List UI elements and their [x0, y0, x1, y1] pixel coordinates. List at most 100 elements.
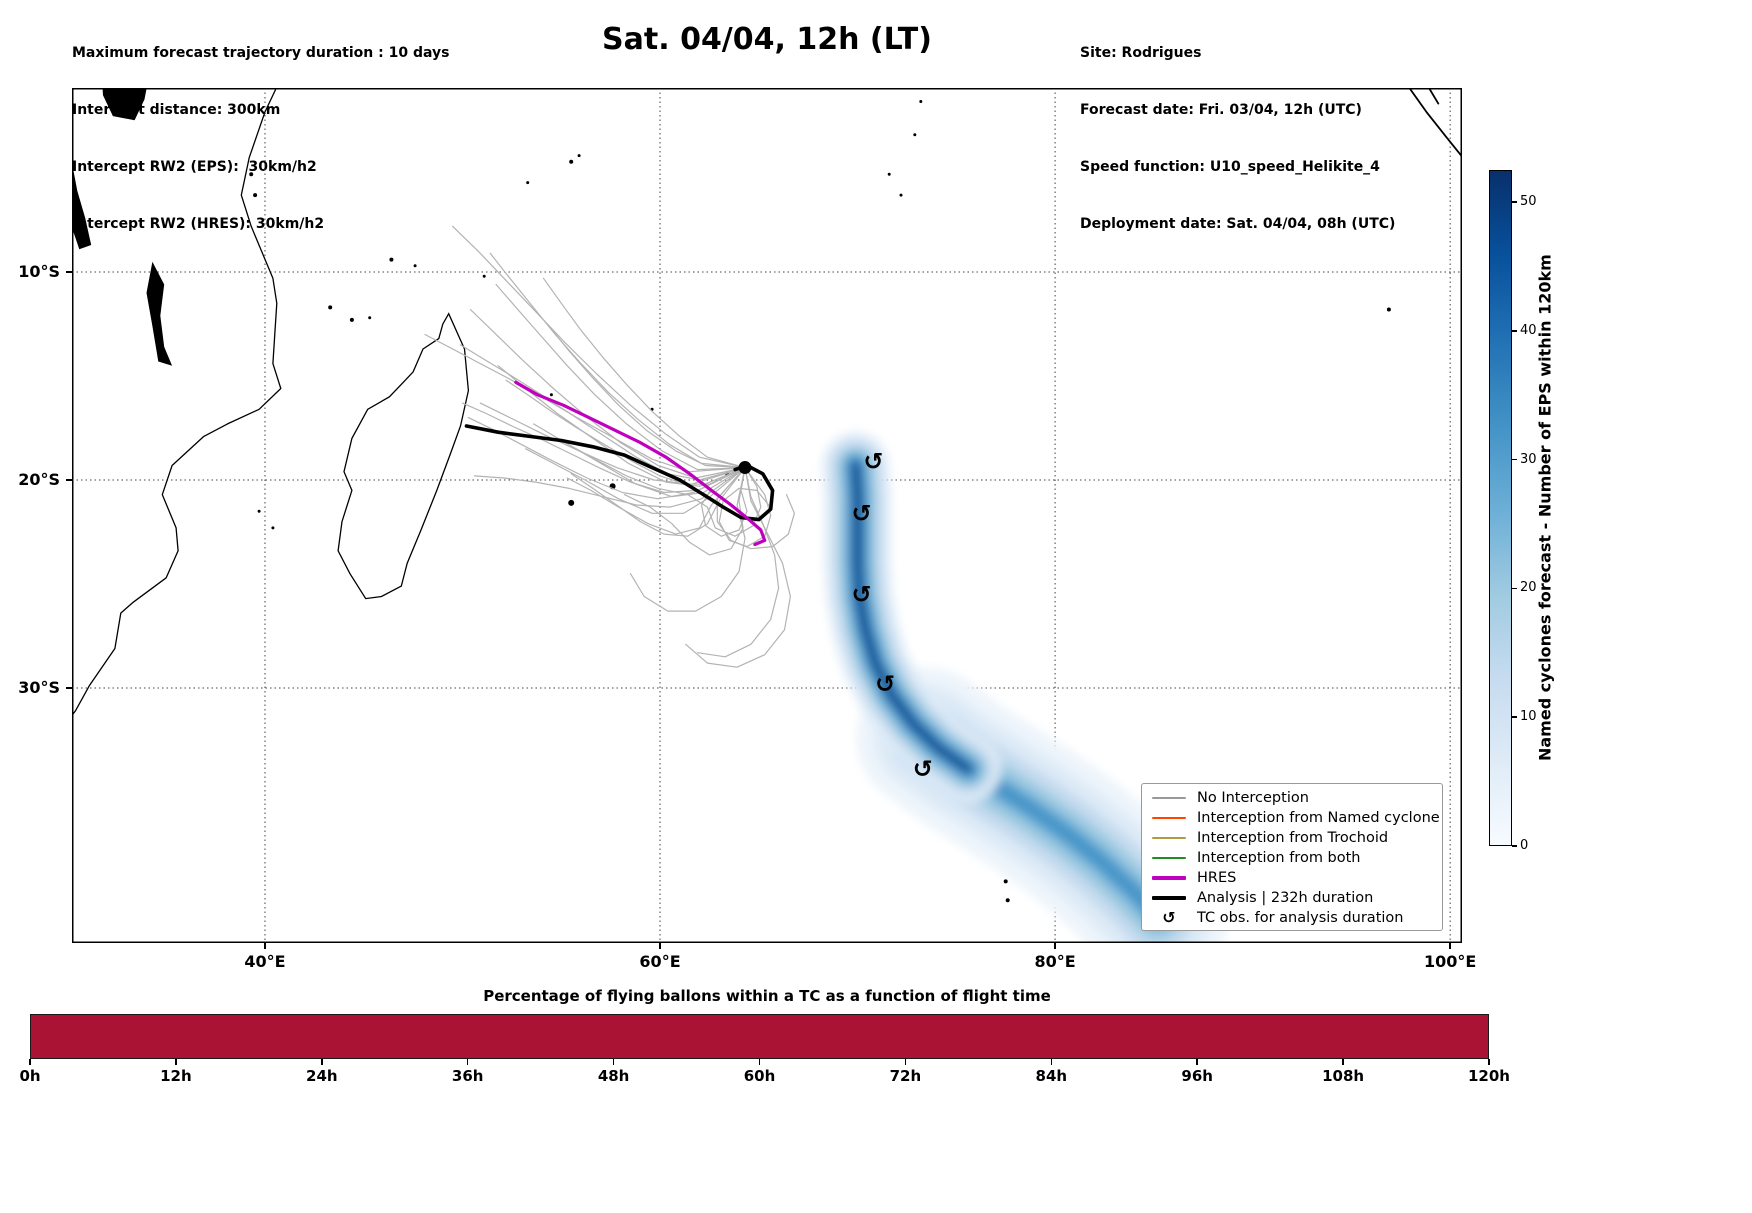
site-line: Site: Rodrigues — [1080, 45, 1202, 61]
y-tick-label: 20°S — [18, 470, 60, 490]
analysis-track — [464, 424, 775, 522]
y-tickmark — [66, 271, 72, 273]
figure-title: Sat. 04/04, 12h (LT) — [602, 22, 932, 57]
bottom-tickmark — [1342, 1059, 1344, 1065]
legend-line-swatch — [1151, 896, 1187, 900]
tc-obs-icon: ↺ — [851, 580, 871, 608]
speed-function-line: Speed function: U10_speed_Helikite_4 — [1080, 159, 1380, 175]
y-tick-label: 30°S — [18, 678, 60, 698]
intercept-rw2-eps-line: Intercept RW2 (EPS): 30km/h2 — [72, 159, 317, 175]
y-tickmark — [66, 687, 72, 689]
bottom-tick-label: 48h — [597, 1067, 630, 1085]
bottom-tick-label: 108h — [1322, 1067, 1365, 1085]
tc-obs-icon: ↺ — [863, 447, 883, 475]
bottom-tickmark — [29, 1059, 31, 1065]
colorbar-label: Named cyclones forecast - Number of EPS … — [1535, 254, 1555, 762]
bottom-tick-label: 120h — [1468, 1067, 1510, 1085]
hres-track — [514, 380, 767, 547]
y-tickmark — [66, 479, 72, 481]
legend-line — [1152, 896, 1186, 900]
legend-item: HRES — [1142, 868, 1442, 888]
coastlines — [72, 88, 1462, 717]
x-tick-label: 60°E — [639, 952, 681, 971]
bottom-tick-label: 96h — [1181, 1067, 1213, 1085]
legend-item: Interception from Trochoid — [1142, 828, 1442, 848]
legend-item-label: Analysis | 232h duration — [1197, 890, 1374, 906]
colorbar-tickmark — [1512, 716, 1517, 718]
bottom-tickmark — [466, 1059, 469, 1065]
bottom-tick-label: 36h — [451, 1067, 484, 1085]
legend-item: Interception from Named cyclone — [1142, 808, 1442, 828]
legend-item-label: TC obs. for analysis duration — [1197, 910, 1404, 926]
tc-obs-icon: ↺ — [875, 670, 895, 698]
legend-item-label: Interception from both — [1197, 850, 1361, 866]
x-tickmark — [264, 943, 266, 949]
x-tick-label: 100°E — [1423, 952, 1477, 971]
legend-line-swatch — [1151, 857, 1187, 859]
colorbar-tick-label: 10 — [1520, 709, 1537, 725]
bottom-tickmark — [758, 1059, 761, 1065]
tc-symbol-glyph: ↺ — [1162, 908, 1176, 927]
colorbar-tick-label: 40 — [1520, 322, 1537, 338]
bottom-tick-label: 0h — [19, 1067, 41, 1085]
forecast-date-line: Forecast date: Fri. 03/04, 12h (UTC) — [1080, 102, 1362, 118]
africa-coastline — [72, 88, 282, 717]
legend-line-swatch — [1151, 876, 1187, 880]
legend-item-label: No Interception — [1197, 790, 1309, 806]
colorbar-tickmark — [1512, 330, 1517, 332]
y-tick-label: 10°S — [18, 262, 60, 282]
colorbar-tick-label: 50 — [1520, 194, 1537, 210]
legend-line — [1152, 837, 1186, 839]
colorbar-tick-label: 30 — [1520, 451, 1537, 467]
legend-line — [1152, 857, 1186, 859]
legend-line-swatch — [1151, 797, 1187, 799]
tc-obs-icon: ↺ — [913, 755, 933, 783]
bottom-tickmark — [1488, 1059, 1490, 1065]
plot-frame — [72, 88, 1462, 943]
tc-obs-icon: ↺ — [851, 499, 871, 527]
colorbar-tickmark — [1512, 458, 1517, 461]
map-plot: ↺ ↺ ↺ ↺ ↺ — [72, 88, 1462, 943]
bottom-tick-label: 60h — [743, 1067, 776, 1085]
bottom-tickmark — [175, 1059, 177, 1065]
deployment-date-line: Deployment date: Sat. 04/04, 08h (UTC) — [1080, 216, 1396, 232]
balloon-percentage-bar — [30, 1014, 1489, 1059]
x-tick-label: 80°E — [1034, 952, 1076, 971]
legend-line — [1152, 797, 1186, 799]
legend-item-label: Interception from Named cyclone — [1197, 810, 1440, 826]
legend-item: Analysis | 232h duration — [1142, 888, 1442, 908]
legend-item-label: Interception from Trochoid — [1197, 830, 1389, 846]
header-right-block: Site: Rodrigues Forecast date: Fri. 03/0… — [1080, 6, 1395, 272]
colorbar — [1489, 170, 1512, 846]
bottom-tickmark — [1050, 1059, 1053, 1065]
bottom-tickmark — [612, 1059, 615, 1065]
legend-item: Interception from both — [1142, 848, 1442, 868]
legend-line-swatch — [1151, 837, 1187, 839]
bottom-tick-label: 72h — [889, 1067, 922, 1085]
bottom-tickmark — [904, 1059, 907, 1065]
bottom-tickmark — [321, 1059, 323, 1065]
colorbar-tick-label: 0 — [1520, 838, 1529, 853]
analysis-start-marker — [738, 461, 752, 475]
cyclone-density-band — [822, 432, 1228, 943]
bottom-tick-label: 84h — [1035, 1067, 1068, 1085]
legend-line-swatch — [1151, 817, 1187, 819]
bottom-tick-label: 24h — [306, 1067, 338, 1085]
legend-item: ↺ TC obs. for analysis duration — [1142, 908, 1442, 928]
legend-line — [1152, 876, 1186, 880]
intercept-rw2-hres-line: Intercept RW2 (HRES): 30km/h2 — [72, 216, 325, 232]
x-tickmark — [1449, 943, 1451, 949]
ensemble-trajectories — [424, 225, 796, 668]
legend-item: No Interception — [1142, 788, 1442, 808]
madagascar-coastline — [337, 312, 470, 600]
x-tickmark — [659, 943, 661, 949]
legend-item-label: HRES — [1197, 870, 1237, 886]
colorbar-tickmark — [1512, 587, 1517, 590]
tc-observations: ↺ ↺ ↺ ↺ ↺ — [851, 447, 1010, 903]
main-trajectories — [464, 380, 775, 547]
max-duration-line: Maximum forecast trajectory duration : 1… — [72, 45, 450, 61]
tc-symbol-icon: ↺ — [1151, 910, 1187, 926]
colorbar-tickmark — [1512, 201, 1517, 203]
x-tickmark — [1054, 943, 1056, 949]
